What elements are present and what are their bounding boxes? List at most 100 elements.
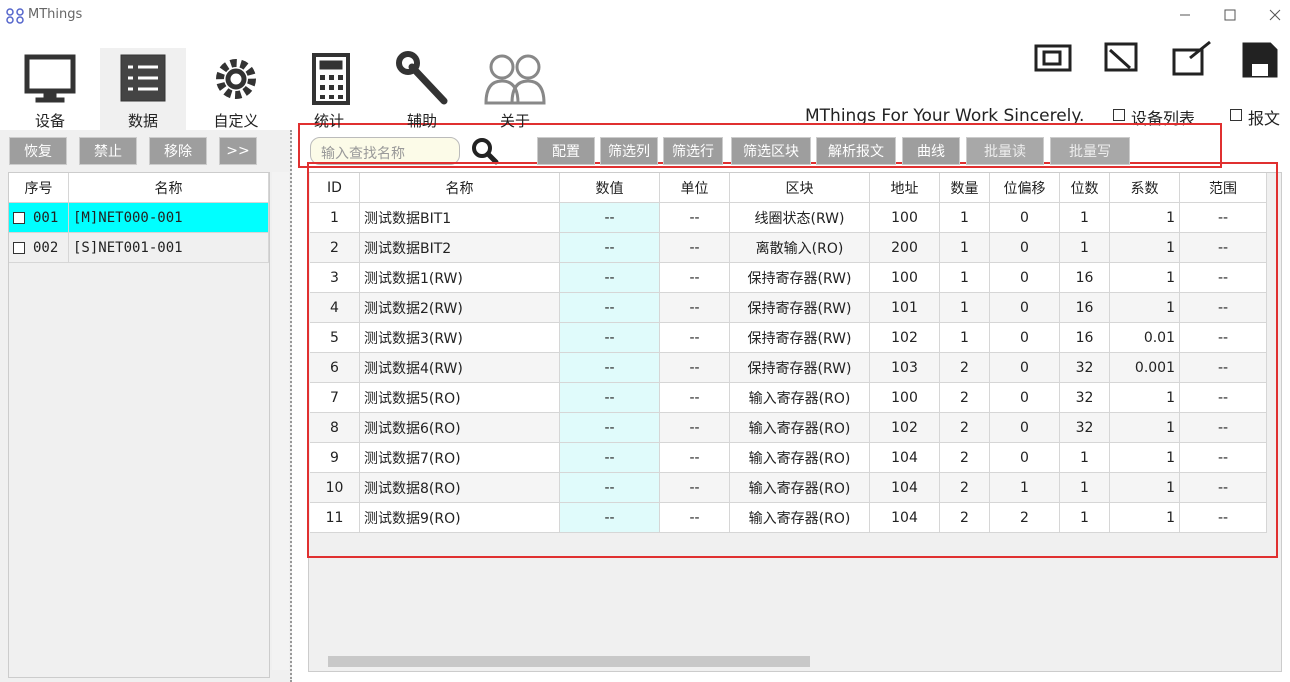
table-cell[interactable]: 103 bbox=[870, 353, 940, 383]
table-cell[interactable]: 1 bbox=[940, 203, 990, 233]
table-cell[interactable]: 8 bbox=[310, 413, 360, 443]
nav-label[interactable]: 数据 bbox=[127, 112, 158, 130]
table-cell[interactable]: 104 bbox=[870, 473, 940, 503]
table-cell[interactable]: 0 bbox=[990, 293, 1060, 323]
table-cell[interactable]: 16 bbox=[1060, 293, 1110, 323]
table-cell[interactable]: -- bbox=[560, 413, 660, 443]
table-cell[interactable]: -- bbox=[1180, 413, 1267, 443]
table-cell[interactable]: 16 bbox=[1060, 263, 1110, 293]
checkbox[interactable] bbox=[1230, 109, 1242, 121]
checkbox[interactable] bbox=[1113, 109, 1125, 121]
table-cell[interactable]: -- bbox=[660, 413, 730, 443]
table-cell[interactable]: -- bbox=[560, 263, 660, 293]
table-cell[interactable]: 线圈状态(RW) bbox=[730, 203, 870, 233]
table-cell[interactable]: 2 bbox=[990, 503, 1060, 533]
table-cell[interactable]: 输入寄存器(RO) bbox=[730, 383, 870, 413]
table-cell[interactable]: -- bbox=[1180, 503, 1267, 533]
nav-label[interactable]: 辅助 bbox=[406, 112, 437, 130]
table-cell[interactable]: 输入寄存器(RO) bbox=[730, 443, 870, 473]
table-cell[interactable]: -- bbox=[1180, 443, 1267, 473]
table-cell[interactable]: 1 bbox=[1110, 503, 1180, 533]
table-cell[interactable]: -- bbox=[560, 233, 660, 263]
table-cell[interactable]: 1 bbox=[940, 233, 990, 263]
table-cell[interactable]: 输入寄存器(RO) bbox=[730, 503, 870, 533]
table-cell[interactable]: -- bbox=[1180, 203, 1267, 233]
table-cell[interactable]: -- bbox=[660, 503, 730, 533]
button[interactable]: 批量读 bbox=[966, 137, 1044, 165]
table-cell[interactable]: -- bbox=[560, 383, 660, 413]
nav-label[interactable]: 自定义 bbox=[213, 112, 259, 130]
table-cell[interactable]: 测试数据1(RW) bbox=[360, 263, 560, 293]
table-cell[interactable]: -- bbox=[1180, 323, 1267, 353]
table-cell[interactable]: 102 bbox=[870, 413, 940, 443]
table-cell[interactable]: 32 bbox=[1060, 353, 1110, 383]
table-cell[interactable]: -- bbox=[660, 293, 730, 323]
table-cell[interactable]: -- bbox=[1180, 383, 1267, 413]
table-cell[interactable]: -- bbox=[1180, 473, 1267, 503]
table-cell[interactable]: -- bbox=[1180, 353, 1267, 383]
table-cell[interactable]: -- bbox=[660, 233, 730, 263]
table-cell[interactable]: 1 bbox=[1110, 473, 1180, 503]
window-controls[interactable] bbox=[1170, 5, 1285, 25]
table-cell[interactable]: -- bbox=[660, 473, 730, 503]
device-name[interactable]: [M]NET000-001 bbox=[69, 203, 269, 233]
table-cell[interactable]: 1 bbox=[940, 323, 990, 353]
button[interactable]: >> bbox=[219, 137, 257, 165]
button[interactable]: 移除 bbox=[149, 137, 207, 165]
scrollbar[interactable] bbox=[272, 172, 289, 670]
button[interactable]: 恢复 bbox=[9, 137, 67, 165]
button[interactable]: 筛选行 bbox=[663, 137, 723, 165]
table-cell[interactable]: 104 bbox=[870, 503, 940, 533]
table-cell[interactable]: 输入寄存器(RO) bbox=[730, 473, 870, 503]
table-cell[interactable]: 11 bbox=[310, 503, 360, 533]
button[interactable]: 曲线 bbox=[902, 137, 960, 165]
table-cell[interactable]: 1 bbox=[1110, 263, 1180, 293]
table-cell[interactable]: 1 bbox=[1060, 443, 1110, 473]
table-cell[interactable]: 0 bbox=[990, 323, 1060, 353]
table-cell[interactable]: 1 bbox=[1110, 293, 1180, 323]
table-cell[interactable]: 0 bbox=[990, 203, 1060, 233]
table-cell[interactable]: 32 bbox=[1060, 413, 1110, 443]
table-cell[interactable]: 保持寄存器(RW) bbox=[730, 323, 870, 353]
table-cell[interactable]: -- bbox=[660, 263, 730, 293]
nav-label[interactable]: 设备 bbox=[34, 112, 65, 130]
table-cell[interactable]: 2 bbox=[940, 473, 990, 503]
table-cell[interactable]: -- bbox=[1180, 263, 1267, 293]
table-cell[interactable]: 输入寄存器(RO) bbox=[730, 413, 870, 443]
table-cell[interactable]: -- bbox=[1180, 233, 1267, 263]
device-name[interactable]: [S]NET001-001 bbox=[69, 233, 269, 263]
table-cell[interactable]: 101 bbox=[870, 293, 940, 323]
table-cell[interactable]: 5 bbox=[310, 323, 360, 353]
table-cell[interactable]: 1 bbox=[1110, 233, 1180, 263]
table-cell[interactable]: 测试数据7(RO) bbox=[360, 443, 560, 473]
table-cell[interactable]: -- bbox=[560, 323, 660, 353]
table-cell[interactable]: 测试数据3(RW) bbox=[360, 323, 560, 353]
table-cell[interactable]: 1 bbox=[1060, 473, 1110, 503]
table-cell[interactable]: 1 bbox=[1060, 233, 1110, 263]
table-cell[interactable]: 10 bbox=[310, 473, 360, 503]
table-cell[interactable]: 2 bbox=[940, 443, 990, 473]
table-cell[interactable]: 7 bbox=[310, 383, 360, 413]
table-cell[interactable]: 4 bbox=[310, 293, 360, 323]
table-cell[interactable]: 2 bbox=[940, 353, 990, 383]
table-cell[interactable]: 测试数据8(RO) bbox=[360, 473, 560, 503]
table-cell[interactable]: 3 bbox=[310, 263, 360, 293]
view-icons[interactable] bbox=[1030, 40, 1285, 80]
table-cell[interactable]: 100 bbox=[870, 383, 940, 413]
table-cell[interactable]: 测试数据BIT2 bbox=[360, 233, 560, 263]
table-cell[interactable]: 0 bbox=[990, 383, 1060, 413]
table-cell[interactable]: 2 bbox=[310, 233, 360, 263]
check-label[interactable]: 报文 bbox=[1248, 109, 1281, 128]
scroll-thumb[interactable] bbox=[328, 656, 810, 667]
table-cell[interactable]: 32 bbox=[1060, 383, 1110, 413]
table-cell[interactable]: 2 bbox=[940, 383, 990, 413]
table-cell[interactable]: -- bbox=[560, 473, 660, 503]
table-cell[interactable]: 测试数据BIT1 bbox=[360, 203, 560, 233]
button[interactable]: 禁止 bbox=[79, 137, 137, 165]
table-cell[interactable]: 保持寄存器(RW) bbox=[730, 353, 870, 383]
table-cell[interactable]: -- bbox=[660, 383, 730, 413]
table-cell[interactable]: 1 bbox=[1110, 413, 1180, 443]
table-cell[interactable]: 102 bbox=[870, 323, 940, 353]
button[interactable]: 批量写 bbox=[1050, 137, 1130, 165]
table-cell[interactable]: 1 bbox=[940, 293, 990, 323]
